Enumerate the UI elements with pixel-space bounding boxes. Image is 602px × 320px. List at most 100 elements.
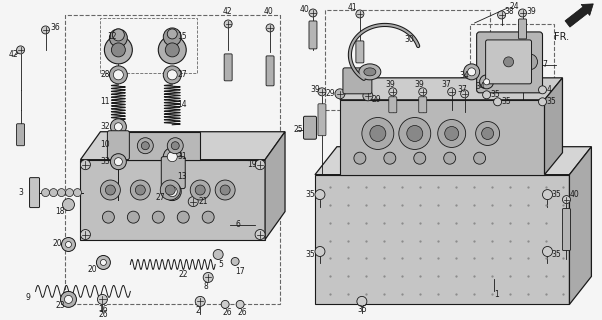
Circle shape [444,152,456,164]
Circle shape [414,152,426,164]
Text: 12: 12 [107,32,117,41]
Bar [81,160,265,239]
Circle shape [163,148,181,166]
Text: 39: 39 [527,7,536,16]
Circle shape [167,29,177,39]
Circle shape [309,9,317,17]
Text: 37: 37 [458,85,467,94]
Circle shape [255,229,265,239]
Bar [325,10,489,110]
Circle shape [111,43,125,57]
Circle shape [315,190,325,200]
Text: 35: 35 [491,90,500,99]
Circle shape [195,296,205,306]
Circle shape [110,66,128,84]
FancyBboxPatch shape [161,157,185,188]
Circle shape [202,211,214,223]
Polygon shape [265,132,285,239]
Text: 31: 31 [177,152,187,161]
Circle shape [128,211,139,223]
Circle shape [101,260,107,266]
Circle shape [407,125,423,141]
Circle shape [203,272,213,283]
FancyBboxPatch shape [518,19,527,39]
FancyBboxPatch shape [419,97,427,113]
Circle shape [131,180,150,200]
Circle shape [73,188,81,196]
Text: 40: 40 [569,190,579,199]
Circle shape [163,28,181,46]
FancyBboxPatch shape [486,40,532,84]
Circle shape [255,160,265,170]
Circle shape [177,211,189,223]
Text: 41: 41 [348,4,358,12]
Circle shape [166,185,175,195]
Circle shape [167,187,177,196]
Text: 2: 2 [195,306,200,315]
Circle shape [64,295,72,303]
Text: 30: 30 [405,36,415,44]
Circle shape [110,154,126,170]
Bar [470,24,554,102]
Circle shape [539,98,547,106]
Circle shape [542,190,553,200]
Text: 35: 35 [551,190,561,199]
Text: FR.: FR. [554,32,569,42]
Circle shape [42,26,49,34]
Text: 32: 32 [101,122,110,131]
Text: 3: 3 [19,188,23,197]
Circle shape [167,152,177,162]
Circle shape [221,300,229,308]
Text: 37: 37 [442,80,452,89]
Text: 7: 7 [542,60,547,69]
Circle shape [171,142,179,150]
FancyBboxPatch shape [303,116,317,139]
Text: 29: 29 [326,89,335,98]
FancyBboxPatch shape [343,68,372,94]
Circle shape [354,152,366,164]
Text: 29: 29 [372,95,382,104]
Circle shape [66,242,72,247]
Text: 23: 23 [55,301,65,310]
Text: 26: 26 [222,308,232,317]
Bar [101,18,197,73]
FancyBboxPatch shape [224,54,232,81]
Circle shape [113,70,123,80]
Circle shape [58,188,66,196]
Text: 24: 24 [509,3,519,12]
Ellipse shape [359,64,381,80]
Circle shape [113,29,125,41]
Text: 39: 39 [386,80,396,89]
Circle shape [370,125,386,141]
Circle shape [419,88,427,96]
Circle shape [137,138,154,154]
Circle shape [483,79,489,85]
Circle shape [167,70,177,80]
Text: 42: 42 [8,50,18,60]
Text: 4: 4 [547,85,551,94]
Circle shape [167,138,183,154]
Circle shape [356,10,364,18]
Text: 27: 27 [177,70,187,79]
Circle shape [102,211,114,223]
Circle shape [163,183,181,201]
Circle shape [96,255,110,269]
FancyArrow shape [565,4,594,27]
Text: 22: 22 [178,270,188,279]
Circle shape [141,142,149,150]
Circle shape [190,180,210,200]
Circle shape [49,188,58,196]
Text: 1: 1 [495,290,499,299]
Bar [340,100,544,175]
FancyBboxPatch shape [29,178,40,208]
Text: 34: 34 [476,82,485,91]
Circle shape [61,237,75,252]
Circle shape [518,9,527,17]
Text: 35: 35 [305,250,315,259]
Text: 35: 35 [358,305,368,314]
Circle shape [66,188,73,196]
Text: 36: 36 [51,23,60,32]
Text: 25: 25 [293,125,303,134]
Circle shape [445,126,459,140]
Circle shape [110,29,128,47]
